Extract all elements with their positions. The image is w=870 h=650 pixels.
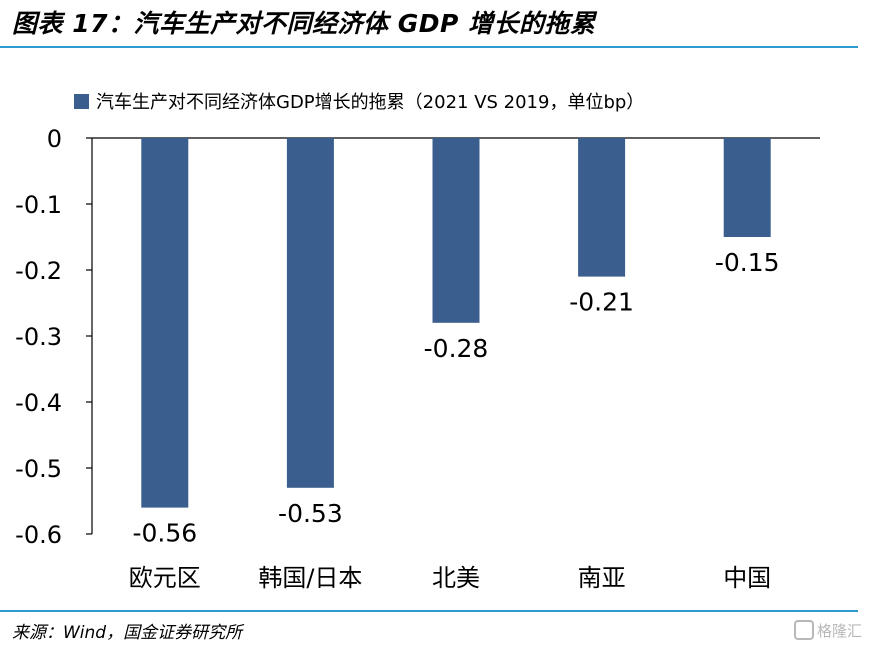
y-tick-label: -0.2: [15, 257, 62, 285]
bar: [723, 138, 771, 237]
y-tick-label: -0.6: [15, 521, 62, 549]
bar: [578, 138, 626, 277]
x-tick-label: 韩国/日本: [258, 564, 362, 592]
bar-series: [141, 138, 771, 508]
x-tick-label: 北美: [432, 564, 480, 592]
source-rule: [0, 610, 858, 612]
data-label: -0.15: [715, 248, 780, 277]
chart-legend: 汽车生产对不同经济体GDP增长的拖累（2021 VS 2019，单位bp）: [74, 92, 644, 113]
y-tick-label: -0.5: [15, 455, 62, 483]
source-note: 来源：Wind，国金证券研究所: [12, 623, 243, 643]
x-axis-labels: 欧元区 韩国/日本 北美 南亚 中国: [129, 564, 771, 592]
legend-label: 汽车生产对不同经济体GDP增长的拖累（2021 VS 2019，单位bp）: [96, 92, 644, 113]
x-tick-label: 中国: [723, 564, 771, 592]
y-tick-label: -0.1: [15, 191, 62, 219]
bar: [286, 138, 334, 488]
data-labels: -0.56 -0.53 -0.28 -0.21 -0.15: [132, 248, 779, 548]
figure-title: 图表 17：汽车生产对不同经济体 GDP 增长的拖累: [12, 9, 596, 38]
bar: [141, 138, 189, 508]
data-label: -0.28: [424, 334, 489, 363]
data-label: -0.53: [278, 499, 343, 528]
data-label: -0.56: [132, 519, 197, 548]
watermark-text: 格隆汇: [816, 622, 862, 640]
y-axis-ticks: 0 -0.1 -0.2 -0.3 -0.4 -0.5 -0.6: [15, 125, 92, 549]
x-tick-label: 欧元区: [129, 564, 201, 592]
data-label: -0.21: [569, 288, 634, 317]
bar: [432, 138, 480, 323]
y-tick-label: -0.4: [15, 389, 62, 417]
watermark: 格隆汇: [793, 620, 862, 641]
bar-chart: 汽车生产对不同经济体GDP增长的拖累（2021 VS 2019，单位bp） 0 -…: [15, 92, 820, 592]
title-rule: [0, 46, 858, 48]
y-tick-label: 0: [47, 125, 62, 153]
legend-swatch: [74, 94, 89, 109]
x-tick-label: 南亚: [578, 564, 626, 592]
y-tick-label: -0.3: [15, 323, 62, 351]
watermark-logo-icon: [793, 620, 814, 640]
